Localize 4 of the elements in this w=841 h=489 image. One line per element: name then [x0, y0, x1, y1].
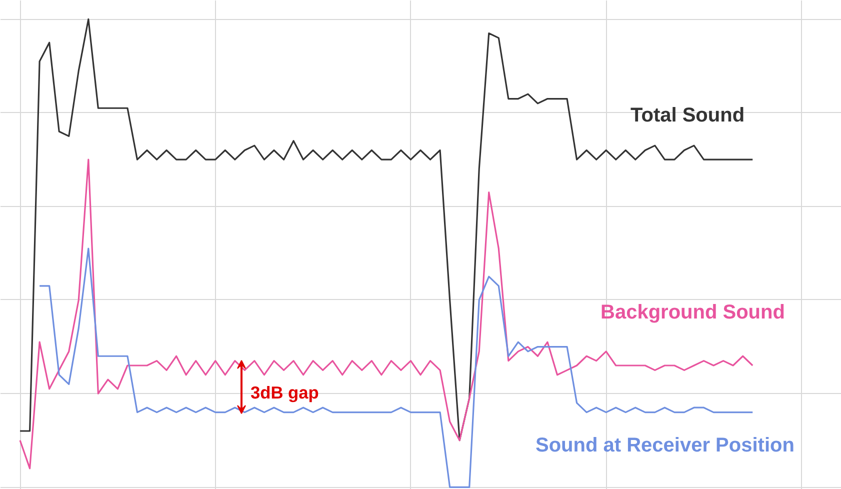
series-label: Total Sound — [630, 104, 745, 126]
series-label: Sound at Receiver Position — [536, 434, 794, 456]
series-label: Background Sound — [600, 302, 785, 324]
annotation: 3dB gap — [250, 382, 319, 402]
